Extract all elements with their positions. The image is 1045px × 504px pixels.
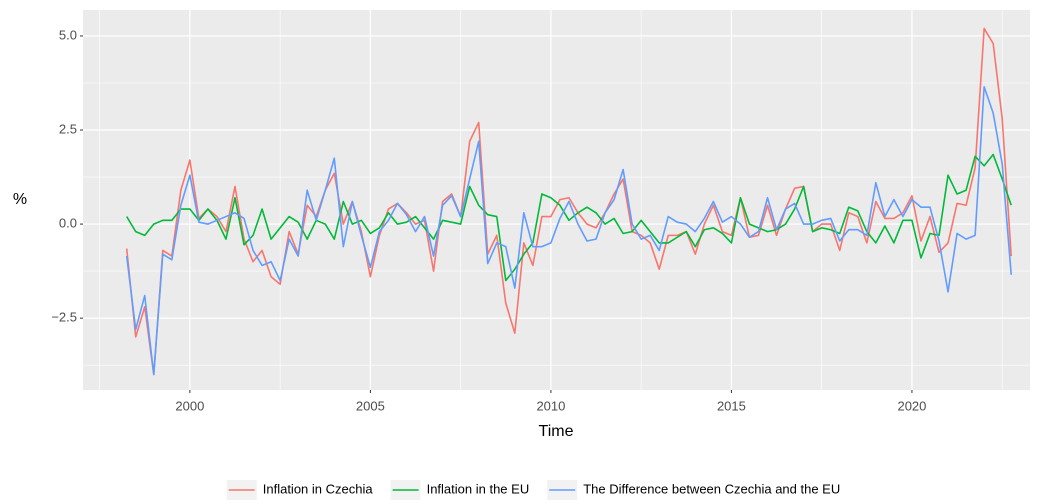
legend-label: The Difference between Czechia and the E… [583, 481, 840, 496]
y-tick-label: 2.5 [59, 121, 77, 136]
series-line [125, 85, 1013, 376]
y-axis-title: % [13, 191, 27, 208]
y-tick-label: 5.0 [59, 27, 77, 42]
x-tick-label: 2010 [536, 398, 565, 413]
x-tick-label: 2020 [897, 398, 926, 413]
series-line [125, 153, 1012, 282]
x-tick-label: 2015 [717, 398, 746, 413]
legend-label: Inflation in the EU [427, 481, 530, 496]
x-tick-label: 2000 [175, 398, 204, 413]
legend-label: Inflation in Czechia [263, 481, 374, 496]
panel [83, 10, 1030, 390]
y-tick-label: 0.0 [59, 216, 77, 231]
x-axis-title: Time [539, 423, 574, 440]
x-tick-label: 2005 [356, 398, 385, 413]
y-tick-label: −2.5 [51, 310, 77, 325]
